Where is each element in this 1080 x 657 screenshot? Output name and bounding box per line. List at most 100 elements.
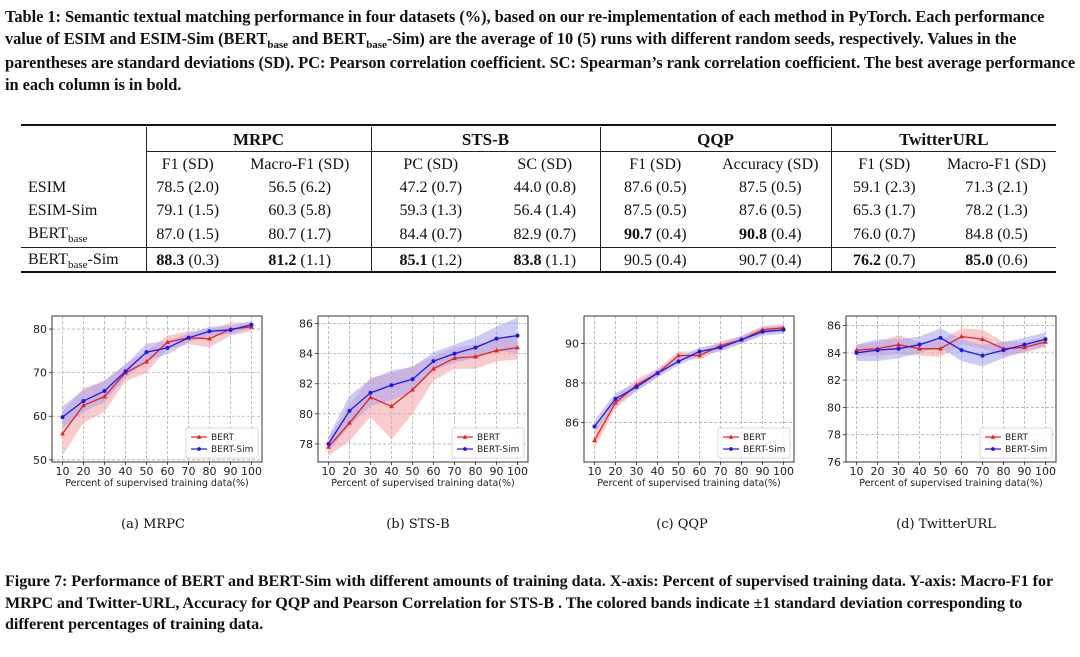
table-cell: 83.8 (1.1) (490, 247, 601, 273)
tick-label-y: 90 (565, 338, 579, 351)
data-point-bert-sim (655, 371, 660, 376)
data-point-bert-sim (781, 327, 786, 332)
plot-frame (845, 315, 1057, 463)
series-line-bert-sim (62, 324, 252, 418)
cell-sd: (1.3) (993, 202, 1028, 219)
tick-label-y: 50 (33, 454, 47, 467)
tick-label-y: 82 (827, 374, 841, 387)
data-point-bert-sim (123, 369, 128, 374)
method-name-text: ESIM-Sim (28, 202, 98, 219)
tick-label-x: 70 (182, 465, 196, 478)
table-cell: 85.1 (1.2) (370, 247, 491, 273)
cell-sd: (0.6) (993, 252, 1028, 269)
tick-label-x: 80 (997, 465, 1011, 478)
tick-label-x: 20 (609, 465, 623, 478)
plot-frame (583, 315, 795, 463)
table-cell: 59.1 (2.3) (830, 176, 938, 199)
data-point-bert (854, 347, 859, 352)
subcaption-qqp: (c) QQP (656, 517, 708, 532)
plot-frame (51, 315, 263, 463)
cell-sd: (0.4) (651, 226, 687, 243)
tick-label-x: 100 (1035, 465, 1056, 478)
method-subscript: base (67, 233, 88, 245)
cell-sd: (1.1) (541, 252, 577, 269)
chart-twitterurl: 10 20 30 40 50 60 70 80 90 100 76 78 80 82 84 86 Percent… (804, 308, 1066, 498)
tick-label-y: 78 (299, 438, 313, 451)
tick-label-y: 70 (33, 367, 47, 380)
tick-label-x: 30 (892, 465, 906, 478)
cell-sd: (0.7) (427, 226, 463, 243)
legend-box (979, 427, 1053, 459)
cell-value: 78.5 (156, 179, 185, 196)
tick-label-x: 70 (448, 465, 462, 478)
results-table: MRPC STS-B QQP TwitterURL F1 (SD) Macro-… (21, 127, 1057, 273)
empty-corner (21, 152, 146, 177)
tick-label-x: 40 (385, 465, 399, 478)
cell-value: 65.3 (852, 202, 881, 219)
legend-label: BERT (1005, 433, 1028, 443)
data-point-bert (959, 333, 964, 339)
cell-sd: (0.5) (766, 202, 802, 219)
tick-label-y: 84 (299, 348, 313, 361)
data-point-bert (917, 346, 922, 351)
tick-label-x: 70 (714, 465, 728, 478)
data-point-bert-sim (917, 342, 922, 347)
tick-label-x: 30 (364, 465, 378, 478)
data-point-bert-sim (228, 327, 233, 332)
data-point-bert (81, 402, 86, 408)
sd-band-bert-sim (328, 317, 518, 452)
table-cell: 87.5 (0.5) (710, 176, 831, 199)
legend-marker (196, 434, 202, 439)
data-point-bert (473, 354, 478, 359)
legend-box (185, 427, 259, 459)
method-suffix: -Sim (87, 251, 119, 268)
legend-label: BERT-Sim (211, 445, 253, 455)
legend-label: BERT (743, 433, 766, 443)
table-row: BERTbase 87.0 (1.5) 80.7 (1.7) 84.4 (0.7) 82… (21, 222, 1056, 248)
table-caption-mid: and BERT (288, 28, 367, 48)
tick-label-y: 86 (299, 318, 313, 331)
cell-value: 76.2 (852, 252, 881, 269)
legend-marker (991, 447, 995, 451)
column-header: F1 (SD) (830, 151, 938, 176)
data-point-bert-sim (389, 383, 394, 388)
cell-value: 90.5 (623, 252, 652, 269)
data-point-bert-sim (368, 390, 373, 395)
series-line-bert (328, 346, 518, 448)
cell-sd: (0.5) (651, 202, 687, 219)
data-point-bert-sim (938, 335, 943, 340)
data-point-bert (938, 346, 943, 351)
table-caption-rest: -Sim) are the average of 10 (5) runs wit… (5, 28, 1076, 94)
cell-value: 60.3 (268, 202, 297, 219)
tick-label-y: 80 (33, 323, 47, 336)
data-point-bert (1022, 344, 1027, 350)
data-point-bert-sim (739, 337, 744, 342)
chart-qqp: 10 20 30 40 50 60 70 80 90 100 86 88 90 Percent of su… (542, 308, 804, 498)
legend-label: BERT (477, 433, 500, 443)
subcaption-mrpc: (a) MRPC (121, 517, 185, 532)
data-point-bert (207, 336, 212, 341)
table-cell: 56.5 (6.2) (229, 176, 371, 199)
cell-sd: (0.4) (766, 252, 802, 269)
cell-value: 87.6 (623, 179, 652, 196)
series-line-bert (61, 326, 252, 435)
data-point-bert-sim (676, 359, 681, 364)
legend-label: BERT (211, 433, 234, 443)
table-cell: 87.6 (0.5) (710, 199, 831, 222)
data-point-bert-sim (60, 415, 65, 420)
table-cell: 71.3 (2.1) (937, 176, 1056, 199)
cell-value: 59.3 (399, 202, 428, 219)
table-cell: 85.0 (0.6) (937, 247, 1057, 273)
cell-sd: (2.3) (880, 179, 916, 196)
tick-label-y: 84 (827, 347, 841, 360)
data-point-bert-sim (431, 359, 436, 364)
x-axis-label: Percent of supervised training data(%) (597, 478, 780, 489)
cell-value: 90.8 (738, 226, 767, 243)
cell-sd: (5.8) (296, 202, 332, 219)
table-cell: 84.8 (0.5) (937, 222, 1056, 248)
legend-label: BERT-Sim (743, 445, 785, 455)
tick-label-x: 10 (322, 465, 336, 478)
data-point-bert-sim (186, 335, 191, 340)
data-point-bert-sim (980, 353, 985, 358)
